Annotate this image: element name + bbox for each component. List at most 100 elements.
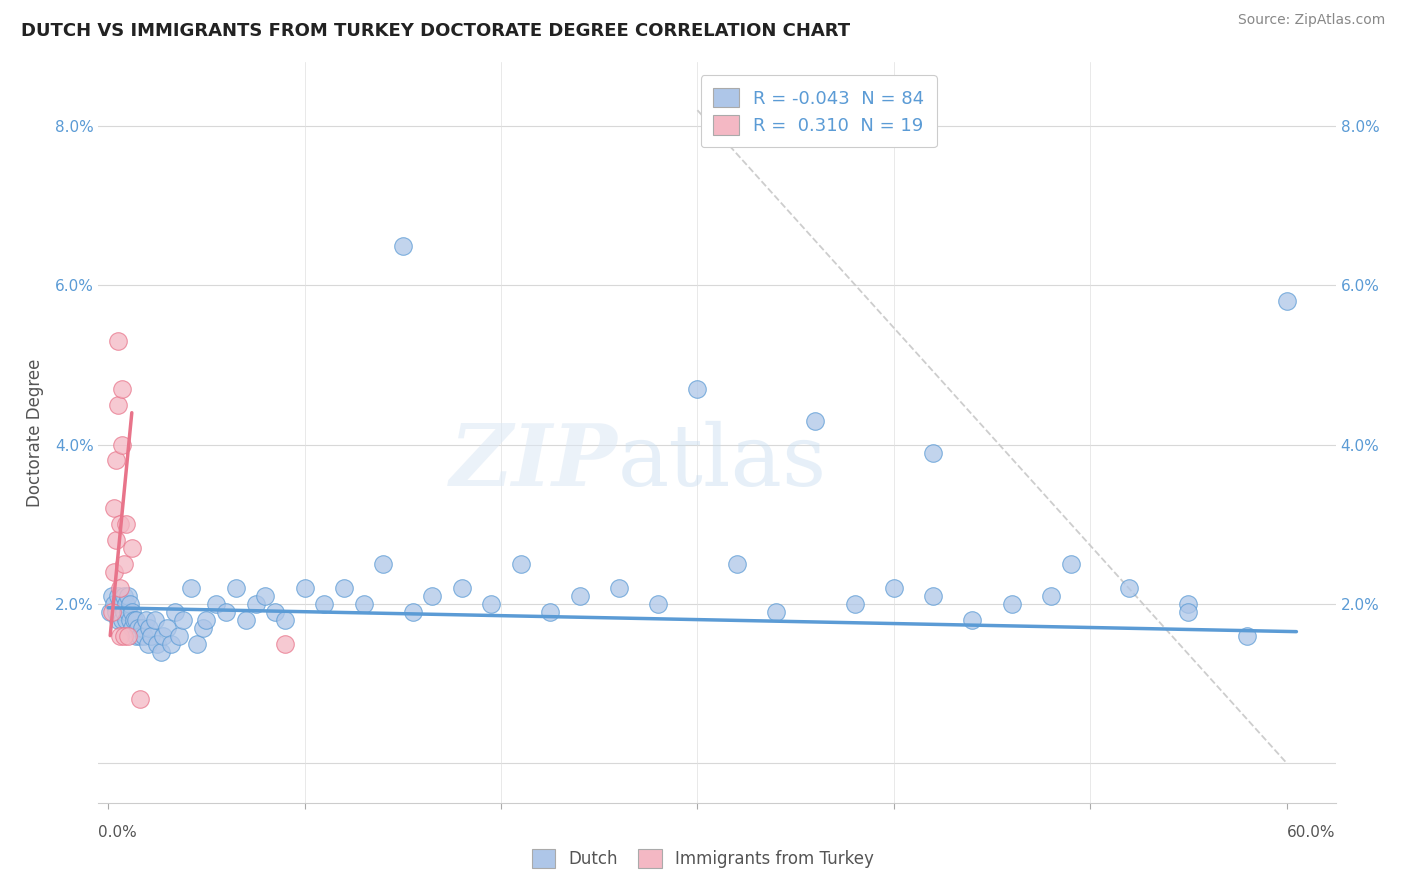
Point — [141, 629, 163, 643]
Point — [108, 517, 131, 532]
Point — [108, 581, 131, 595]
Point — [274, 613, 297, 627]
Point — [112, 589, 135, 603]
Point — [264, 605, 287, 619]
Point — [115, 613, 138, 627]
Point — [191, 621, 214, 635]
Point — [111, 597, 134, 611]
Point — [844, 597, 866, 611]
Point — [150, 644, 173, 658]
Point — [108, 605, 131, 619]
Point — [314, 597, 336, 611]
Point — [103, 501, 125, 516]
Point — [138, 621, 160, 635]
Point — [107, 398, 129, 412]
Point — [215, 605, 238, 619]
Point — [1275, 294, 1298, 309]
Point — [225, 581, 247, 595]
Point — [115, 597, 138, 611]
Point — [538, 605, 561, 619]
Point — [103, 597, 125, 611]
Point — [107, 589, 129, 603]
Text: atlas: atlas — [619, 421, 827, 504]
Point — [125, 629, 148, 643]
Point — [132, 629, 155, 643]
Point — [111, 613, 134, 627]
Point — [922, 589, 945, 603]
Point — [1001, 597, 1024, 611]
Point — [105, 453, 128, 467]
Point — [98, 605, 121, 619]
Point — [107, 613, 129, 627]
Point — [450, 581, 472, 595]
Text: Source: ZipAtlas.com: Source: ZipAtlas.com — [1237, 13, 1385, 28]
Point — [136, 637, 159, 651]
Point — [392, 238, 415, 252]
Point — [420, 589, 443, 603]
Point — [765, 605, 787, 619]
Point — [1039, 589, 1062, 603]
Point — [254, 589, 277, 603]
Point — [568, 589, 591, 603]
Point — [111, 382, 134, 396]
Point — [128, 692, 150, 706]
Legend: R = -0.043  N = 84, R =  0.310  N = 19: R = -0.043 N = 84, R = 0.310 N = 19 — [700, 75, 936, 147]
Point — [186, 637, 208, 651]
Point — [112, 605, 135, 619]
Point — [333, 581, 356, 595]
Point — [121, 621, 143, 635]
Point — [131, 621, 153, 635]
Point — [294, 581, 316, 595]
Point — [1177, 597, 1199, 611]
Point — [105, 533, 128, 547]
Text: ZIP: ZIP — [450, 420, 619, 504]
Point — [607, 581, 630, 595]
Point — [1177, 605, 1199, 619]
Point — [103, 565, 125, 579]
Point — [205, 597, 228, 611]
Point — [117, 605, 139, 619]
Point — [121, 605, 143, 619]
Point — [115, 517, 138, 532]
Point — [1059, 557, 1081, 571]
Point — [922, 445, 945, 459]
Text: DUTCH VS IMMIGRANTS FROM TURKEY DOCTORATE DEGREE CORRELATION CHART: DUTCH VS IMMIGRANTS FROM TURKEY DOCTORAT… — [21, 22, 851, 40]
Point — [373, 557, 395, 571]
Point — [108, 597, 131, 611]
Point — [128, 629, 150, 643]
Point — [160, 637, 183, 651]
Point — [725, 557, 748, 571]
Point — [112, 557, 135, 571]
Point — [479, 597, 502, 611]
Point — [883, 581, 905, 595]
Point — [647, 597, 669, 611]
Point — [962, 613, 984, 627]
Point — [108, 629, 131, 643]
Legend: Dutch, Immigrants from Turkey: Dutch, Immigrants from Turkey — [526, 843, 880, 875]
Text: 0.0%: 0.0% — [98, 825, 138, 840]
Point — [163, 605, 186, 619]
Point — [804, 414, 827, 428]
Point — [401, 605, 423, 619]
Point — [118, 597, 141, 611]
Point — [105, 605, 128, 619]
Point — [145, 613, 167, 627]
Point — [245, 597, 267, 611]
Point — [1236, 629, 1258, 643]
Point — [167, 629, 190, 643]
Point — [117, 589, 139, 603]
Point — [353, 597, 375, 611]
Point — [125, 613, 148, 627]
Text: 60.0%: 60.0% — [1288, 825, 1336, 840]
Point — [172, 613, 194, 627]
Point — [686, 382, 709, 396]
Point — [135, 613, 157, 627]
Point — [180, 581, 202, 595]
Point — [101, 605, 124, 619]
Point — [117, 629, 139, 643]
Y-axis label: Doctorate Degree: Doctorate Degree — [25, 359, 44, 507]
Point — [235, 613, 257, 627]
Point — [509, 557, 531, 571]
Point — [274, 637, 297, 651]
Point — [107, 334, 129, 348]
